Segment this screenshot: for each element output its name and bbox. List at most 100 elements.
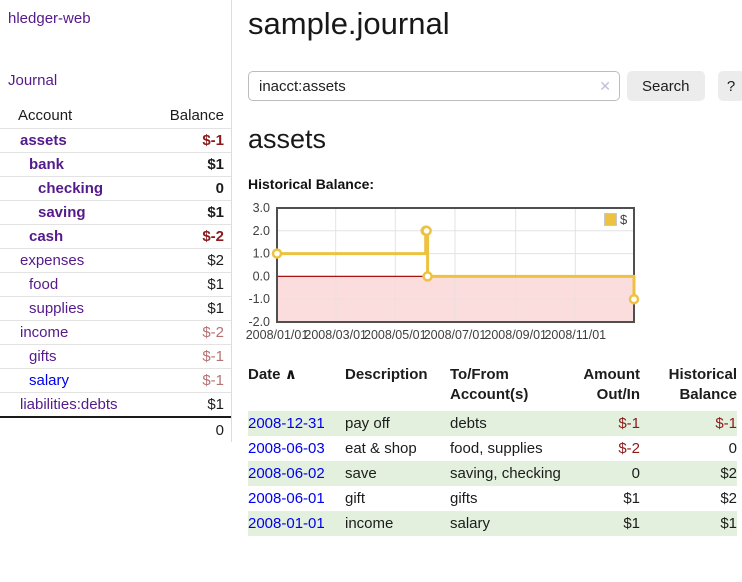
account-balance: $2 <box>207 252 224 269</box>
svg-text:-1.0: -1.0 <box>248 292 270 306</box>
svg-text:2008/03/01: 2008/03/01 <box>304 328 367 342</box>
svg-text:-2.0: -2.0 <box>248 315 270 329</box>
register-header-account: To/From Account(s) <box>450 366 529 403</box>
legend-label: $ <box>620 212 628 227</box>
account-link-cash[interactable]: cash <box>29 228 64 245</box>
account-row: income $-2 <box>0 320 231 344</box>
transaction-balance: 0 <box>728 440 737 457</box>
account-balance: $-2 <box>202 228 224 245</box>
svg-text:3.0: 3.0 <box>253 201 270 215</box>
account-balance: $-1 <box>202 348 224 365</box>
account-link-assets[interactable]: assets <box>20 132 67 149</box>
account-balance: $1 <box>207 276 224 293</box>
transaction-amount: $-1 <box>618 415 640 432</box>
register-table: Date ∧ Description To/From Account(s) Am… <box>248 361 737 536</box>
register-header-date[interactable]: Date ∧ <box>248 361 345 391</box>
transaction-balance: $2 <box>720 490 737 507</box>
register-header-row: Date ∧ Description To/From Account(s) Am… <box>248 361 737 411</box>
svg-text:2008/07/01: 2008/07/01 <box>424 328 487 342</box>
svg-text:2008/09/01: 2008/09/01 <box>484 328 547 342</box>
account-row: expenses $2 <box>0 248 231 272</box>
transaction-date-link[interactable]: 2008-06-03 <box>248 440 325 457</box>
account-row: supplies $1 <box>0 296 231 320</box>
accounts-header: Account Balance <box>0 103 231 128</box>
account-balance: $1 <box>207 204 224 221</box>
sidebar-item-journal[interactable]: Journal <box>8 72 58 89</box>
chart-legend: $ <box>604 212 627 227</box>
help-button[interactable]: ? <box>717 71 742 101</box>
account-link-gifts[interactable]: gifts <box>29 348 57 365</box>
transaction-amount: $1 <box>623 515 640 532</box>
account-title: assets <box>248 124 327 154</box>
account-link-supplies[interactable]: supplies <box>29 300 85 317</box>
account-row: salary $-1 <box>0 368 231 392</box>
legend-swatch-icon <box>604 213 617 226</box>
register-header-description: Description <box>345 366 428 383</box>
account-link-salary[interactable]: salary <box>29 372 70 389</box>
account-link-saving[interactable]: saving <box>38 204 86 221</box>
svg-text:2.0: 2.0 <box>253 224 270 238</box>
search-input[interactable] <box>248 71 620 101</box>
svg-text:2008/01/01: 2008/01/01 <box>246 328 309 342</box>
account-link-expenses[interactable]: expenses <box>20 252 85 269</box>
register-row: 2008-06-03 eat & shop food, supplies $-2… <box>248 436 737 461</box>
account-balance: 0 <box>215 180 224 197</box>
transaction-accounts: salary <box>450 515 491 532</box>
transaction-description: save <box>345 465 377 482</box>
account-row: saving $1 <box>0 200 231 224</box>
transaction-date-link[interactable]: 2008-01-01 <box>248 515 325 532</box>
accounts-header-account: Account <box>18 107 73 124</box>
transaction-description: pay off <box>345 415 390 432</box>
transaction-balance: $2 <box>720 465 737 482</box>
account-row: bank $1 <box>0 152 231 176</box>
account-balance: $1 <box>207 396 224 413</box>
historical-balance-chart: 3.0 2.0 1.0 0.0 -1.0 -2.0 2008/01/01 2008/03/01… <box>246 200 742 350</box>
account-balance: $-1 <box>202 132 224 149</box>
page-title: sample.journal <box>248 6 450 41</box>
account-link-income[interactable]: income <box>20 324 69 341</box>
svg-text:1.0: 1.0 <box>253 247 270 261</box>
transaction-accounts: gifts <box>450 490 478 507</box>
transaction-description: income <box>345 515 394 532</box>
account-balance: $1 <box>207 300 224 317</box>
register-row: 2008-12-31 pay off debts $-1 $-1 <box>248 411 737 436</box>
account-link-food[interactable]: food <box>29 276 59 293</box>
account-balance: $-2 <box>202 324 224 341</box>
svg-text:2008/05/01: 2008/05/01 <box>364 328 427 342</box>
accounts-panel: Account Balance assets $-1 bank $1 check… <box>0 103 231 443</box>
register-header-amount: Amount Out/In <box>583 366 640 403</box>
transaction-amount: $-2 <box>618 440 640 457</box>
account-row: cash $-2 <box>0 224 231 248</box>
svg-text:0.0: 0.0 <box>253 269 270 283</box>
transaction-balance: $1 <box>720 515 737 532</box>
chart-heading: Historical Balance: <box>248 176 375 192</box>
transaction-date-link[interactable]: 2008-06-01 <box>248 490 325 507</box>
sidebar: hledger-web Journal Account Balance asse… <box>0 0 232 442</box>
transaction-accounts: saving, checking <box>450 465 561 482</box>
search-box: ✕ <box>248 71 620 101</box>
accounts-header-balance: Balance <box>169 107 224 124</box>
register-header-date-label: Date <box>248 366 281 383</box>
account-link-liabilities-debts[interactable]: liabilities:debts <box>20 396 118 413</box>
account-link-checking[interactable]: checking <box>38 180 104 197</box>
app-brand-link[interactable]: hledger-web <box>8 10 91 27</box>
svg-text:2008/11/01: 2008/11/01 <box>544 328 606 342</box>
clear-search-icon[interactable]: ✕ <box>599 78 611 94</box>
register-row: 2008-06-02 save saving, checking 0 $2 <box>248 461 737 486</box>
transaction-amount: 0 <box>631 465 640 482</box>
account-link-bank[interactable]: bank <box>29 156 65 173</box>
transaction-balance: $-1 <box>715 415 737 432</box>
search-button[interactable]: Search <box>627 71 705 101</box>
transaction-date-link[interactable]: 2008-12-31 <box>248 415 325 432</box>
account-balance: $-1 <box>202 372 224 389</box>
register-header-balance: Historical Balance <box>668 366 737 403</box>
sort-ascending-icon: ∧ <box>284 366 297 383</box>
account-row: checking 0 <box>0 176 231 200</box>
transaction-accounts: food, supplies <box>450 440 543 457</box>
register-row: 2008-06-01 gift gifts $1 $2 <box>248 486 737 511</box>
account-row: gifts $-1 <box>0 344 231 368</box>
account-balance: $1 <box>207 156 224 173</box>
accounts-total-value: 0 <box>215 422 224 439</box>
account-row: food $1 <box>0 272 231 296</box>
transaction-date-link[interactable]: 2008-06-02 <box>248 465 325 482</box>
